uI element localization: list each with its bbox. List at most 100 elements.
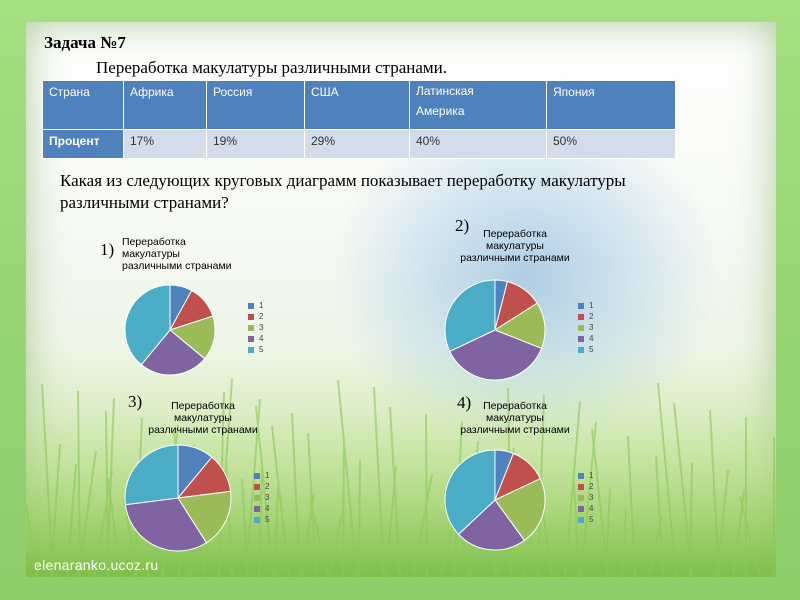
legend-label: 2 <box>589 312 594 321</box>
grass-blade <box>301 492 315 577</box>
chart-title-line: макулатуры <box>486 240 544 252</box>
legend-swatch <box>248 324 254 331</box>
legend-item: 3 <box>254 492 269 503</box>
pie-slice-5 <box>124 284 171 366</box>
header-cell: Страна <box>42 80 124 130</box>
grass-blade <box>342 439 345 577</box>
chart-legend-1: 1 2 3 4 5 <box>248 300 263 355</box>
header-cell: Россия <box>206 80 305 130</box>
legend-label: 3 <box>589 323 594 332</box>
legend-swatch <box>578 313 584 320</box>
grass-blade <box>77 390 81 577</box>
grass-blade <box>716 469 729 577</box>
legend-item: 4 <box>254 503 269 514</box>
option-number-3[interactable]: 3) <box>128 392 143 411</box>
chart-title-2: Переработка макулатуры различными страна… <box>445 228 585 264</box>
legend-label: 3 <box>265 493 270 502</box>
legend-swatch <box>578 302 584 309</box>
pie-chart-4[interactable] <box>0 0 546 551</box>
legend-label: 5 <box>259 345 264 354</box>
table-cell: 40% <box>409 129 547 159</box>
legend-label: 2 <box>589 482 594 491</box>
pie-slice-4 <box>140 329 206 376</box>
legend-label: 4 <box>259 334 264 343</box>
legend-label: 1 <box>259 301 264 310</box>
legend-swatch <box>254 494 260 501</box>
grass-blade <box>77 450 97 577</box>
legend-label: 5 <box>589 515 594 524</box>
grass-blade <box>309 499 330 577</box>
legend-item: 1 <box>578 300 593 311</box>
chart-title-line: Переработка <box>483 228 547 240</box>
chart-title-line: различными странами <box>122 260 232 272</box>
grass-blade <box>655 455 664 577</box>
legend-swatch <box>578 483 584 490</box>
option-number-1[interactable]: 1) <box>100 240 115 259</box>
legend-item: 4 <box>248 333 263 344</box>
legend-swatch <box>254 472 260 479</box>
legend-label: 4 <box>589 504 594 513</box>
legend-item: 2 <box>254 481 269 492</box>
pie-chart-3[interactable] <box>0 0 232 552</box>
legend-item: 5 <box>248 344 263 355</box>
pie-chart-1[interactable] <box>0 0 216 376</box>
grass-blade <box>258 465 263 577</box>
legend-item: 5 <box>578 344 593 355</box>
table-cell: 50% <box>546 129 676 159</box>
grass-blade <box>657 382 677 577</box>
grass-blade <box>605 488 611 577</box>
grass-blade <box>358 459 361 577</box>
legend-item: 3 <box>578 322 593 333</box>
pie-chart-2[interactable] <box>0 0 546 381</box>
table-cell: 19% <box>206 129 305 159</box>
table-cell: 29% <box>304 129 410 159</box>
grass-blade <box>50 443 61 577</box>
legend-swatch <box>578 324 584 331</box>
footer-site: elenaranko.ucoz.ru <box>34 557 159 573</box>
legend-item: 5 <box>578 514 593 525</box>
pie-slice-3 <box>168 315 216 360</box>
table-cell: 17% <box>123 129 207 159</box>
chart-legend-3: 1 2 3 4 5 <box>254 470 269 525</box>
legend-swatch <box>578 494 584 501</box>
legend-label: 5 <box>589 345 594 354</box>
legend-label: 4 <box>589 334 594 343</box>
grass-blade <box>255 405 274 577</box>
grass-blade <box>107 477 122 577</box>
legend-label: 1 <box>589 301 594 310</box>
grass-blade <box>274 485 279 577</box>
legend-label: 1 <box>265 471 270 480</box>
chart-legend-4: 1 2 3 4 5 <box>578 470 593 525</box>
legend-label: 3 <box>589 493 594 502</box>
grass-blade <box>373 386 385 577</box>
legend-item: 2 <box>578 481 593 492</box>
legend-swatch <box>254 483 260 490</box>
legend-swatch <box>248 335 254 342</box>
grass-blade <box>573 481 580 577</box>
legend-item: 1 <box>578 470 593 481</box>
grass-blade <box>739 496 761 577</box>
header-cell: Африка <box>123 80 207 130</box>
chart-title-4: Переработка макулатуры различными страна… <box>445 400 585 436</box>
legend-swatch <box>254 505 260 512</box>
grass-blade <box>627 435 636 577</box>
grass-blade <box>225 458 233 577</box>
chart-title-line: макулатуры <box>486 412 544 424</box>
chart-title-line: различными странами <box>460 252 570 264</box>
chart-title-line: Переработка <box>483 400 547 412</box>
grass-blade <box>26 503 38 577</box>
chart-title-line: различными странами <box>148 424 258 436</box>
legend-swatch <box>578 472 584 479</box>
chart-title-line: макулатуры <box>122 248 180 260</box>
legend-label: 2 <box>259 312 264 321</box>
pie-slice-3 <box>177 490 232 544</box>
grass-blade <box>66 463 77 577</box>
option-number-2[interactable]: 2) <box>455 216 470 235</box>
table-row: Процент 17% 19% 29% 40% 50% <box>42 129 676 159</box>
legend-item: 3 <box>248 322 263 333</box>
grass-blade <box>648 515 663 577</box>
grass-blade <box>271 425 290 577</box>
chart-title-line: различными странами <box>460 424 570 436</box>
row-label: Процент <box>42 129 124 159</box>
option-number-4[interactable]: 4) <box>457 393 472 412</box>
